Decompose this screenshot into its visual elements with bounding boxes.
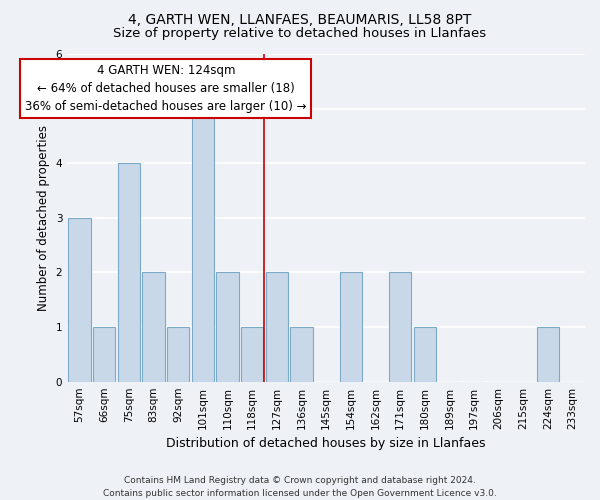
Y-axis label: Number of detached properties: Number of detached properties <box>37 125 50 311</box>
Bar <box>537 327 559 382</box>
Bar <box>217 272 239 382</box>
Bar <box>241 327 263 382</box>
Bar <box>413 327 436 382</box>
Bar <box>68 218 91 382</box>
Text: 4, GARTH WEN, LLANFAES, BEAUMARIS, LL58 8PT: 4, GARTH WEN, LLANFAES, BEAUMARIS, LL58 … <box>128 12 472 26</box>
Text: 4 GARTH WEN: 124sqm
← 64% of detached houses are smaller (18)
36% of semi-detach: 4 GARTH WEN: 124sqm ← 64% of detached ho… <box>25 64 307 113</box>
Bar <box>340 272 362 382</box>
X-axis label: Distribution of detached houses by size in Llanfaes: Distribution of detached houses by size … <box>166 437 486 450</box>
Bar <box>167 327 189 382</box>
Bar <box>266 272 288 382</box>
Text: Size of property relative to detached houses in Llanfaes: Size of property relative to detached ho… <box>113 28 487 40</box>
Bar <box>192 108 214 382</box>
Bar <box>290 327 313 382</box>
Bar <box>142 272 164 382</box>
Text: Contains HM Land Registry data © Crown copyright and database right 2024.
Contai: Contains HM Land Registry data © Crown c… <box>103 476 497 498</box>
Bar <box>389 272 411 382</box>
Bar <box>118 163 140 382</box>
Bar <box>93 327 115 382</box>
